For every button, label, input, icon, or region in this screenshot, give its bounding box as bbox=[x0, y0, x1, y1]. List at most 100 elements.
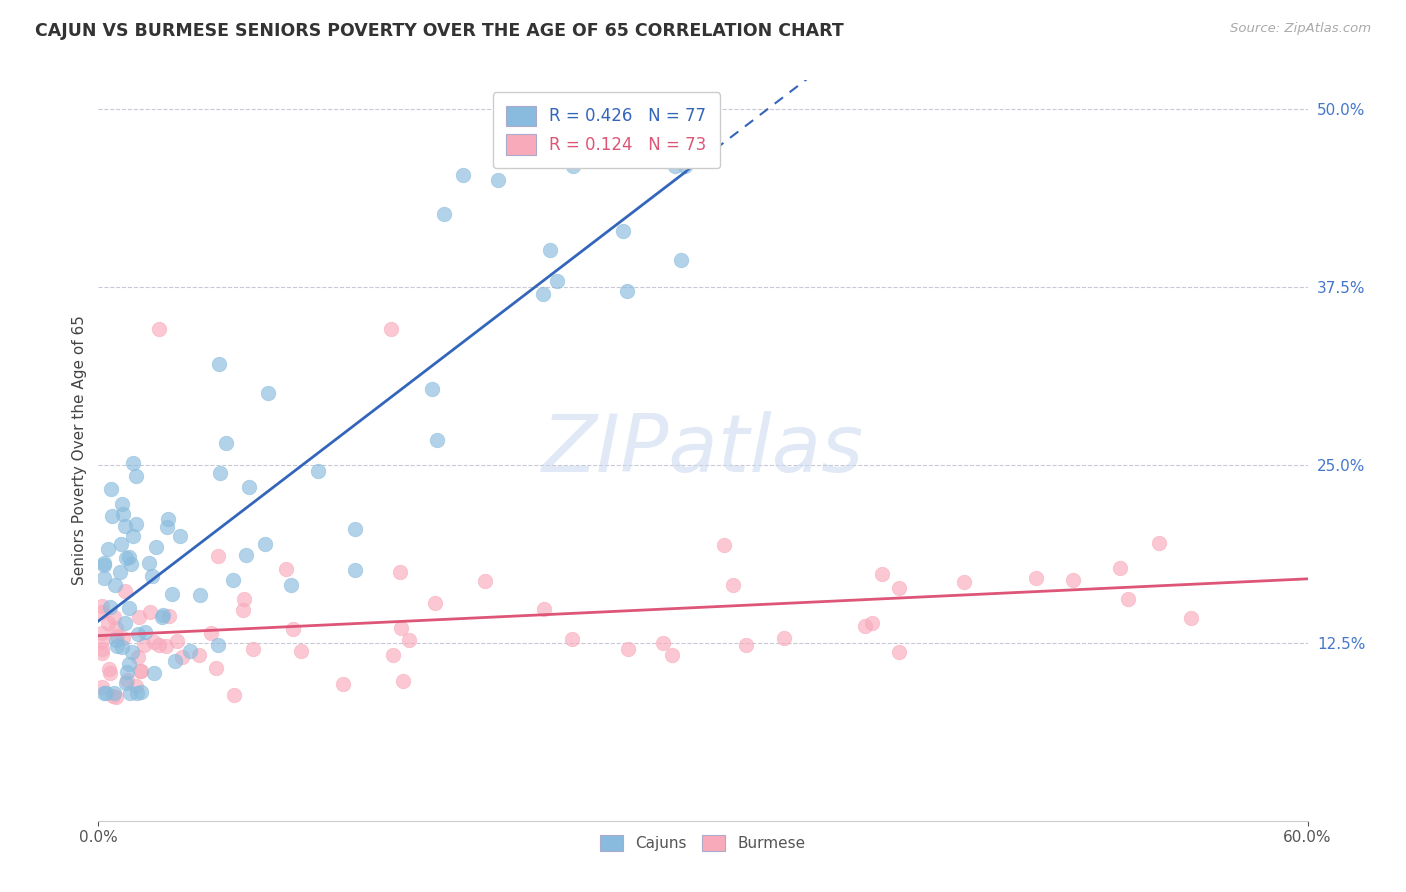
Point bbox=[254, 537, 277, 551]
Point bbox=[860, 616, 883, 631]
Point bbox=[91, 680, 114, 694]
Point bbox=[143, 665, 166, 680]
Point bbox=[111, 507, 134, 521]
Point bbox=[307, 464, 329, 478]
Point bbox=[103, 685, 125, 699]
Point bbox=[224, 688, 246, 702]
Point bbox=[93, 556, 115, 570]
Point bbox=[121, 645, 143, 659]
Point bbox=[122, 456, 145, 470]
Point bbox=[93, 685, 115, 699]
Point bbox=[208, 467, 231, 481]
Point bbox=[561, 159, 583, 173]
Point bbox=[232, 603, 254, 617]
Point bbox=[104, 621, 127, 635]
Point bbox=[97, 616, 120, 631]
Point bbox=[91, 599, 114, 614]
Point bbox=[94, 685, 117, 699]
Point bbox=[111, 498, 134, 512]
Point bbox=[118, 657, 141, 671]
Point bbox=[235, 548, 257, 562]
Point bbox=[332, 677, 354, 691]
Point bbox=[207, 549, 229, 563]
Point bbox=[125, 469, 148, 483]
Point bbox=[380, 322, 402, 336]
Point bbox=[152, 607, 174, 622]
Text: CAJUN VS BURMESE SENIORS POVERTY OVER THE AGE OF 65 CORRELATION CHART: CAJUN VS BURMESE SENIORS POVERTY OVER TH… bbox=[35, 22, 844, 40]
Point bbox=[889, 645, 911, 659]
Point bbox=[127, 626, 149, 640]
Point bbox=[97, 541, 120, 556]
Point bbox=[546, 274, 568, 288]
Point bbox=[155, 520, 177, 534]
Point bbox=[423, 597, 446, 611]
Point bbox=[111, 640, 134, 655]
Point bbox=[1149, 536, 1171, 550]
Point bbox=[134, 638, 156, 652]
Point bbox=[139, 605, 162, 619]
Point bbox=[101, 689, 124, 703]
Point bbox=[398, 632, 420, 647]
Point bbox=[661, 648, 683, 663]
Point bbox=[115, 676, 138, 690]
Point bbox=[952, 575, 974, 590]
Point bbox=[343, 522, 366, 536]
Point bbox=[853, 619, 876, 633]
Point bbox=[110, 565, 132, 579]
Point bbox=[651, 636, 673, 650]
Point bbox=[222, 573, 245, 587]
Point bbox=[125, 517, 148, 532]
Point bbox=[104, 633, 127, 648]
Point bbox=[531, 286, 554, 301]
Point bbox=[127, 685, 149, 699]
Point bbox=[91, 605, 114, 619]
Point bbox=[91, 626, 114, 640]
Text: ZIPatlas: ZIPatlas bbox=[541, 411, 865, 490]
Point bbox=[389, 621, 412, 635]
Point bbox=[274, 562, 297, 576]
Point bbox=[91, 646, 114, 660]
Point bbox=[114, 519, 136, 533]
Point bbox=[422, 382, 444, 396]
Point bbox=[773, 631, 796, 645]
Point bbox=[1108, 561, 1130, 575]
Point bbox=[142, 635, 165, 649]
Point bbox=[110, 537, 132, 551]
Point bbox=[157, 511, 180, 525]
Point bbox=[128, 664, 150, 678]
Point bbox=[381, 648, 404, 663]
Point bbox=[111, 631, 134, 645]
Point bbox=[538, 243, 561, 257]
Point bbox=[91, 633, 114, 648]
Point bbox=[131, 665, 153, 679]
Point bbox=[561, 632, 583, 646]
Point bbox=[120, 557, 142, 571]
Point bbox=[1025, 571, 1047, 585]
Point bbox=[122, 529, 145, 543]
Point bbox=[117, 665, 139, 679]
Point bbox=[100, 508, 122, 523]
Point bbox=[115, 551, 138, 566]
Point bbox=[100, 483, 122, 497]
Point bbox=[114, 584, 136, 599]
Point bbox=[118, 600, 141, 615]
Point bbox=[453, 168, 475, 182]
Point bbox=[169, 529, 191, 543]
Point bbox=[160, 587, 183, 601]
Point bbox=[170, 650, 193, 665]
Point bbox=[93, 571, 115, 585]
Point bbox=[148, 638, 170, 652]
Point bbox=[163, 654, 186, 668]
Point bbox=[98, 599, 121, 614]
Point bbox=[138, 556, 160, 570]
Point bbox=[486, 173, 509, 187]
Point bbox=[612, 223, 634, 237]
Point bbox=[166, 633, 188, 648]
Point bbox=[208, 357, 231, 371]
Point bbox=[105, 629, 128, 643]
Point bbox=[188, 648, 211, 663]
Point bbox=[105, 690, 128, 704]
Point bbox=[127, 650, 149, 665]
Point bbox=[735, 638, 758, 652]
Point bbox=[129, 685, 152, 699]
